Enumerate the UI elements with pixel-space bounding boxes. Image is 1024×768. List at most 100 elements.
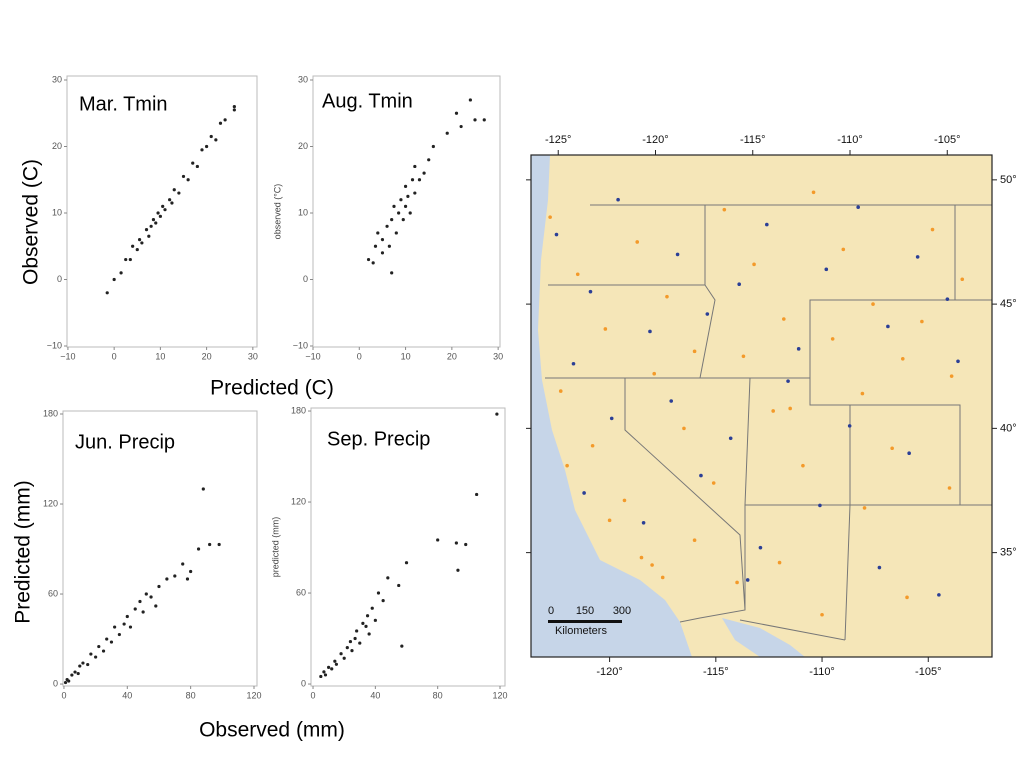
station [907,451,911,456]
point [181,562,185,566]
x-tick-label: -120° [596,666,622,678]
station [847,424,852,428]
station [650,563,654,567]
point [473,118,477,122]
point [495,412,499,416]
point [172,188,176,192]
point [63,680,68,685]
x-tick-label: 0 [112,351,117,361]
y-tick-label: 60 [48,588,58,598]
chart-title: Sep. Precip [327,428,430,450]
point [200,148,204,152]
station [820,612,824,617]
point [218,121,223,125]
map-background [531,155,992,657]
point [413,191,417,195]
point [119,271,123,275]
station [575,272,580,277]
point [403,204,408,208]
y-tick-label: 0 [301,678,306,688]
point [154,221,158,225]
station [571,361,576,366]
point [348,639,353,644]
y-tick-label: 180 [43,408,58,418]
station [860,391,865,396]
x-tick-label: 10 [401,351,411,361]
station [945,297,950,301]
point [149,224,153,228]
point [105,291,109,295]
point [223,118,227,122]
x-tick-label: 0 [61,690,66,700]
y-axis-label: observed (°C) [272,184,282,240]
station [830,337,835,341]
x-tick-label: 0 [311,690,316,700]
point [387,244,391,248]
x2-tick-label: -110° [837,134,863,146]
point [366,257,371,262]
gulf [722,618,805,657]
point [403,184,408,188]
x2-tick-label: -125° [545,134,571,146]
y-tick-label: −10 [293,340,308,350]
point [125,614,129,619]
point [113,625,117,629]
point [380,251,385,255]
point [189,569,193,574]
station [660,575,665,580]
point [381,599,385,603]
y-tick-label: 20 [52,141,62,151]
station [771,409,775,413]
station [582,491,586,495]
point [133,607,137,611]
point [482,118,486,122]
y-tick-label: 30 [298,74,308,84]
point [459,124,463,129]
station [692,349,697,354]
y-tick-label: 0 [303,274,308,284]
station [609,416,614,421]
point [454,111,459,115]
point [371,261,375,265]
point [353,636,357,641]
station [741,354,746,359]
point [350,649,354,653]
point [205,144,209,149]
point [367,632,371,636]
point [196,547,201,551]
point [380,237,385,242]
station [622,498,627,503]
station [648,329,652,334]
point [445,131,449,135]
x-tick-label: 120 [246,690,261,700]
point [217,542,221,547]
station [900,356,905,361]
point [154,604,158,608]
x-tick-label: -115° [703,666,729,678]
x-tick-label: 30 [248,351,258,361]
x-tick-label: 0 [357,351,362,361]
x2-tick-label: -120° [642,134,668,146]
point [334,662,338,666]
station [548,215,552,219]
y-tick-label: 50° [1000,174,1017,186]
point [214,138,218,142]
point [124,257,128,262]
point [232,104,236,109]
point [157,584,161,589]
point [408,211,412,215]
x-tick-label: 20 [202,351,212,361]
station [705,312,710,316]
station [603,327,608,331]
station [554,232,559,237]
y-tick-label: 0 [53,678,58,688]
chart-title: Mar. Tmin [79,93,168,115]
point [376,231,380,235]
point [342,656,346,660]
point [89,652,93,656]
y-tick-label: 45° [1000,298,1017,310]
point [117,632,121,637]
station [669,399,674,403]
point [94,655,98,659]
point [364,624,368,628]
